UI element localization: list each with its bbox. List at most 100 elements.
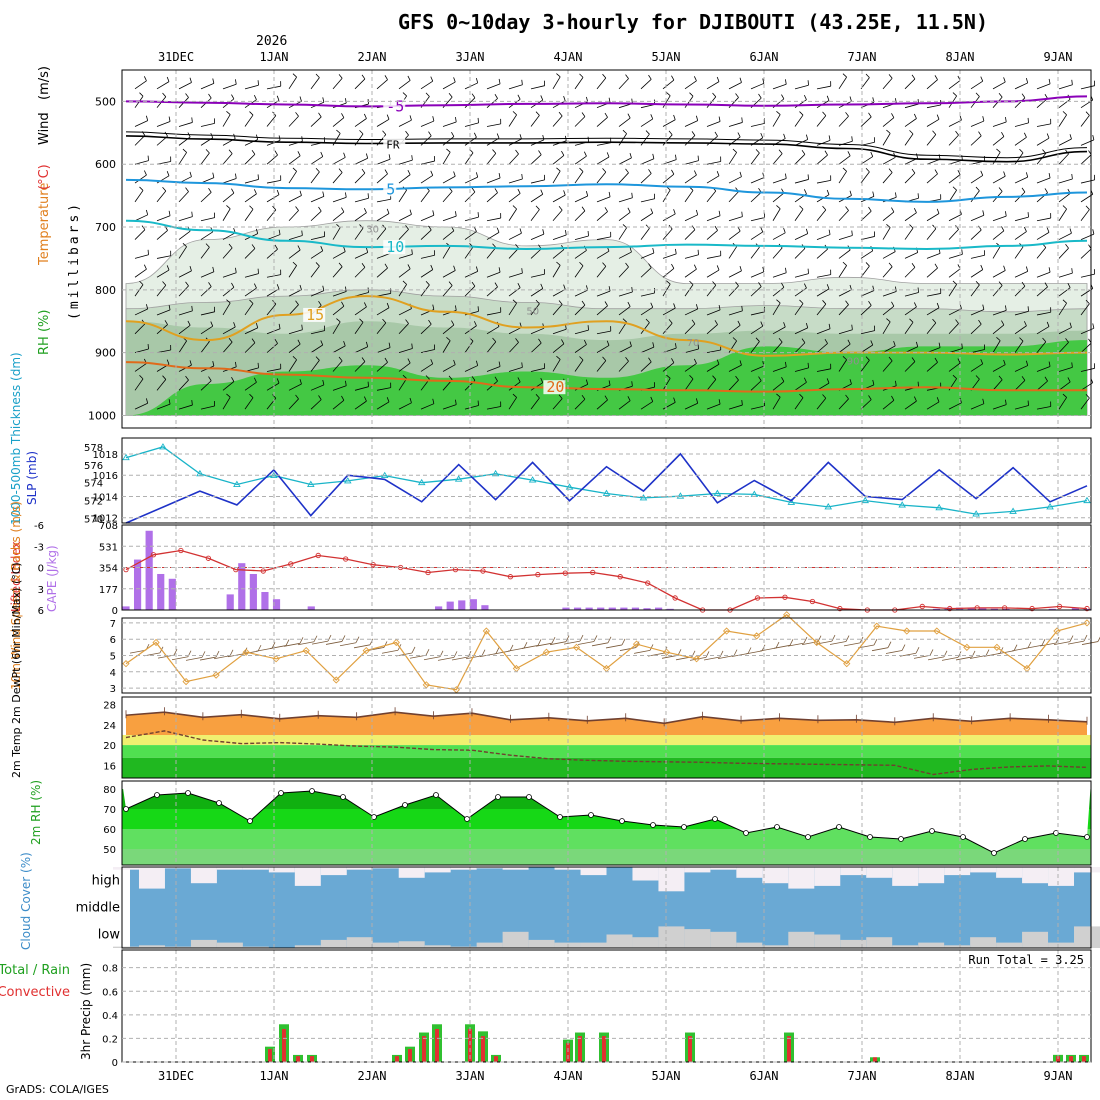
wind-barb-feather [1092,134,1095,140]
wind-barb [310,236,325,240]
wind-barb-feather [315,73,320,78]
wind-barb-feather [228,337,233,343]
wind-barb [838,155,851,165]
precip-conv-bar [310,1056,314,1062]
wind-barb [244,84,259,90]
wind-barb [926,228,937,240]
wind-barb-feather [980,359,984,365]
cloud-low-gap [944,945,971,948]
wind-barb [794,381,807,391]
cape-bar [157,573,165,610]
upper-axis-label: RH (%)Temperature(°C)Wind(m/s)(millibars… [37,66,82,355]
wind-barb-feather [1048,267,1051,273]
wind-barb-feather [168,116,171,122]
cloud-high-gap [788,867,815,889]
surface-wind-barb-feather [901,644,906,651]
wind-barb [794,99,807,109]
wind-barb [156,230,168,240]
wind-barb-feather [540,95,544,101]
wind-barb [420,160,435,165]
wind-barb [332,266,343,278]
wind-barb [860,156,873,165]
wind-barb [662,228,673,240]
wind-barb [948,402,962,410]
cape-bar [145,530,153,610]
wind-barb-feather [822,111,827,116]
wind-barb [772,396,781,410]
wind-barb-feather [409,115,412,121]
wind-barb [618,345,632,353]
wind-barb-feather [631,287,633,293]
wind-barb-feather [166,76,170,82]
wind-barb-feather [205,243,210,248]
wind-barb [244,303,254,316]
surface-wind-barb-feather [579,634,584,642]
wind-barb [882,117,895,127]
wind-barb-feather [1069,228,1072,234]
surface-wind-barb [185,656,203,661]
lifted-index-point [425,569,431,576]
lifted-index-point [535,571,541,578]
wind-barb-feather [411,343,413,349]
wind-barb [134,135,146,146]
wind-barb-feather [631,192,633,198]
wind-barb [420,80,433,90]
wind-barb-feather [952,280,957,285]
rh-point [526,794,532,800]
precip-conv-bar [296,1056,300,1062]
surface-wind-barb-feather [285,639,290,646]
thickness-point [454,475,463,482]
wind-barb-feather [517,377,521,383]
cloud-low-gap [580,942,607,948]
wind-barb [838,116,849,127]
wind-barb-feather [249,205,254,210]
wind-barb-feather [888,356,893,362]
wind-barb-feather [608,191,611,197]
wind-barb [794,139,808,146]
cloud-high-gap [1022,867,1049,884]
wind-barb-feather [581,394,586,400]
rh-point [557,814,563,820]
precip-legend-total: Total / Rain [0,963,70,978]
wind-barb [442,152,451,165]
cloud-high-gap [736,867,763,878]
surface-wind-barb-feather [313,635,318,642]
wind-barb [486,406,501,410]
wind-barb [1058,178,1073,184]
wind-barb-feather [430,264,434,270]
precip-conv-bar [1082,1056,1086,1062]
wind-barb [1058,193,1071,203]
wind-barb-feather [915,153,919,159]
wind-barb-feather [185,187,189,192]
wind-barb-feather [735,93,739,98]
wind-barb [948,80,961,90]
cloud-low-gap [398,941,425,948]
wind-barb [970,284,980,297]
wind-barb-feather [1046,227,1050,233]
wind-barb-feather [363,208,367,213]
bottom-day-label: 1JAN [260,1069,289,1083]
wind-barb [684,348,699,354]
wind-barb-feather [492,337,497,343]
precip-conv-bar [1056,1056,1060,1062]
surface-wind-barb [1011,647,1029,652]
upper-axis-label-part: RH (%) [37,310,52,355]
upper-axis-label-part: (millibars) [67,201,82,320]
wind-barb [486,341,497,353]
cape-bar [272,599,281,610]
wind-barb [574,77,584,90]
cloud-high-gap [762,867,789,884]
wind-barb-feather [425,375,430,380]
wind-barb-feather [645,130,650,135]
wind-barb [134,363,147,372]
lifted-index-line [125,549,1088,611]
wind-barb [640,118,653,127]
precip-conv-bar [494,1056,498,1062]
wind-barb-feather [535,111,540,116]
wind-barb-feather [625,74,629,79]
wind-barb [310,116,322,127]
wind-barb [618,306,631,316]
wind-barb-feather [891,113,895,118]
wind-barb [244,114,254,127]
wind-barb-feather [212,172,215,178]
